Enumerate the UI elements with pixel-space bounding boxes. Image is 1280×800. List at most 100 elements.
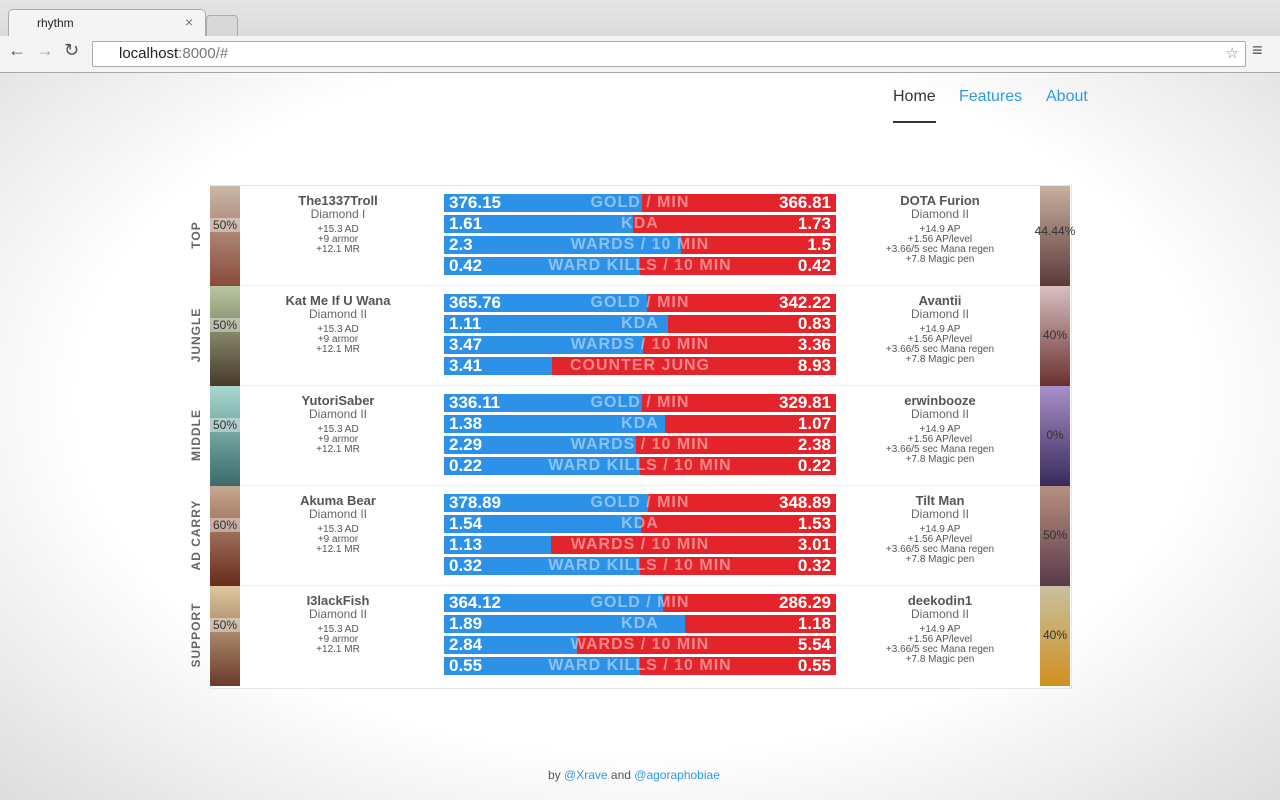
bar-right-segment [640, 457, 836, 475]
role-label: MIDDLE [189, 409, 203, 461]
right-value: 329.81 [779, 394, 831, 412]
player-name: Kat Me If U Wana [285, 293, 391, 308]
player-stat: +1.56 AP/level [907, 534, 973, 545]
bar-right-segment [648, 494, 836, 512]
portrait [1040, 386, 1070, 486]
right-value: 348.89 [779, 494, 831, 512]
footer: by @Xrave and @agoraphobiae [548, 768, 720, 782]
comparison-bar: COUNTER JUNG 3.41 8.93 [444, 357, 836, 375]
player-rank: Diamond II [308, 407, 368, 421]
browser-tab[interactable]: rhythm × [8, 9, 206, 38]
player-name: deekodin1 [907, 593, 973, 608]
url-path: :8000/# [178, 45, 229, 62]
role-label: TOP [189, 221, 203, 249]
left-value: 1.54 [449, 515, 483, 533]
nav-link[interactable]: About [1046, 88, 1088, 105]
player-stat: +7.8 Magic pen [905, 354, 975, 365]
left-value: 1.61 [449, 215, 483, 233]
comparison-bar: WARDS / 10 MIN 2.84 5.54 [444, 636, 836, 654]
player-name: The1337Troll [298, 193, 378, 208]
forward-button[interactable]: → [36, 40, 54, 60]
nav-link[interactable]: Home [893, 88, 936, 105]
tab-close[interactable]: × [185, 14, 194, 30]
right-value: 1.5 [807, 236, 831, 254]
win-rate: 40% [1042, 628, 1068, 642]
player-stat: +12.1 MR [316, 344, 360, 355]
comparison-bar: WARDS / 10 MIN 1.13 3.01 [444, 536, 836, 554]
menu-button[interactable]: ≡ [1252, 40, 1263, 60]
player-stat: +9 armor [317, 334, 359, 345]
comparison-bar: KDA 1.89 1.18 [444, 615, 836, 633]
player-stat: +7.8 Magic pen [905, 454, 975, 465]
portrait [1040, 186, 1070, 286]
player-stat: +9 armor [317, 234, 359, 245]
player-stat: +12.1 MR [316, 444, 360, 455]
right-value: 0.55 [797, 657, 831, 675]
player-stat: +1.56 AP/level [907, 434, 973, 445]
bar-right-segment [640, 257, 836, 275]
address-bar[interactable]: localhost:8000/# ☆ [92, 41, 1246, 67]
player-name: Avantii [918, 293, 962, 308]
comparison-bar: WARDS / 10 MIN 2.3 1.5 [444, 236, 836, 254]
metric-label: WARDS / 10 MIN [570, 336, 710, 353]
win-rate: 40% [1042, 328, 1068, 342]
player-stat: +14.9 AP [919, 524, 961, 535]
metric-label: KDA [621, 415, 659, 432]
role-label: AD CARRY [189, 499, 203, 571]
portrait [210, 486, 240, 586]
footer-and: and [610, 768, 631, 782]
right-value: 0.32 [797, 557, 831, 575]
win-rate: 44.44% [1034, 224, 1076, 238]
player-stat: +3.66/5 sec Mana regen [885, 244, 995, 255]
left-value: 0.55 [449, 657, 483, 675]
nav-link[interactable]: Features [959, 88, 1023, 105]
comparison-bar: WARD KILLS / 10 MIN 0.42 0.42 [444, 257, 836, 275]
comparison-bar: GOLD / MIN 336.11 329.81 [444, 394, 836, 412]
comparison-bar: GOLD / MIN 376.15 366.81 [444, 194, 836, 212]
metric-label: KDA [621, 215, 659, 232]
reload-button[interactable]: ↻ [64, 40, 80, 60]
author-link[interactable]: @Xrave [564, 768, 608, 782]
win-rate: 50% [210, 418, 240, 432]
comparison-bar: GOLD / MIN 378.89 348.89 [444, 494, 836, 512]
bar-right-segment [668, 315, 836, 333]
comparison-bar: KDA 1.38 1.07 [444, 415, 836, 433]
left-value: 2.3 [449, 236, 473, 254]
player-rank: Diamond II [308, 307, 368, 321]
left-value: 1.89 [449, 615, 483, 633]
bar-right-segment [663, 594, 836, 612]
metric-label: WARD KILLS / 10 MIN [548, 457, 732, 474]
left-value: 365.76 [449, 294, 501, 312]
win-rate: 50% [1042, 528, 1068, 542]
player-stat: +9 armor [317, 434, 359, 445]
bookmark-star[interactable]: ☆ [1225, 45, 1239, 62]
bar-right-segment [643, 336, 836, 354]
player-name: Tilt Man [915, 493, 965, 508]
player-name: DOTA Furion [900, 193, 980, 208]
player-name: Akuma Bear [300, 493, 376, 508]
player-rank: Diamond II [910, 307, 970, 321]
row-divider [240, 285, 1040, 286]
player-stat: +3.66/5 sec Mana regen [885, 344, 995, 355]
metric-label: KDA [621, 515, 659, 532]
metric-label: WARDS / 10 MIN [570, 536, 710, 553]
player-stat: +1.56 AP/level [907, 334, 973, 345]
footer-by: by [548, 768, 561, 782]
metric-label: GOLD / MIN [590, 494, 690, 511]
player-stat: +15.3 AD [317, 624, 359, 635]
left-value: 2.84 [449, 636, 483, 654]
player-name: YutoriSaber [301, 393, 375, 408]
comparison-bar: WARD KILLS / 10 MIN 0.22 0.22 [444, 457, 836, 475]
player-stat: +9 armor [317, 634, 359, 645]
portrait [210, 586, 240, 686]
bar-right-segment [685, 615, 836, 633]
back-button[interactable]: ← [8, 40, 26, 60]
bar-right-segment [642, 194, 836, 212]
win-rate: 60% [210, 518, 240, 532]
author-link[interactable]: @agoraphobiae [634, 768, 720, 782]
metric-label: WARD KILLS / 10 MIN [548, 657, 732, 674]
player-stat: +14.9 AP [919, 324, 961, 335]
metric-label: GOLD / MIN [590, 294, 690, 311]
new-tab[interactable] [206, 15, 238, 37]
